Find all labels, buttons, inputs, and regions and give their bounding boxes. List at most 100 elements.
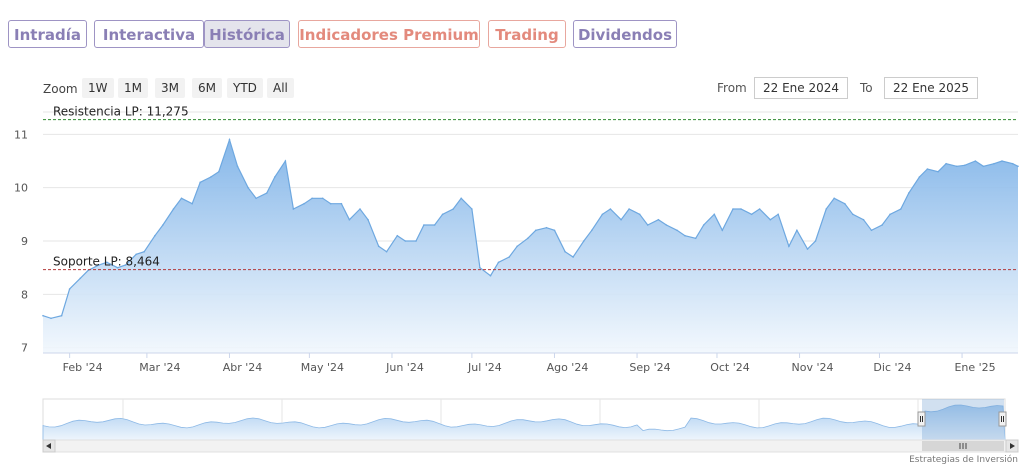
price-point xyxy=(135,253,137,256)
price-point xyxy=(945,162,947,165)
price-point xyxy=(908,192,910,194)
price-point xyxy=(553,229,556,232)
price-point xyxy=(769,218,772,221)
price-point xyxy=(620,218,622,221)
price-point xyxy=(535,229,537,232)
price-point xyxy=(377,245,380,248)
price-point xyxy=(750,213,753,216)
tab-dividendos[interactable]: Dividendos xyxy=(573,20,677,48)
resistance-label: Resistencia LP: 11,275 xyxy=(53,105,189,119)
x-tick-label: Nov '24 xyxy=(792,361,834,374)
price-point xyxy=(255,197,257,200)
zoom-button-6m[interactable]: 6M xyxy=(192,78,222,98)
price-point xyxy=(106,261,108,264)
navigator[interactable]: 2014 2016 2018 2020 2022 2024 xyxy=(42,398,1019,453)
price-point xyxy=(247,186,249,189)
price-point xyxy=(609,208,612,210)
x-tick-label: Ene '25 xyxy=(954,361,995,374)
tab-historica[interactable]: Histórica xyxy=(204,20,290,48)
from-label: From xyxy=(717,81,747,95)
price-point xyxy=(974,160,977,162)
price-point xyxy=(452,208,455,210)
arrow-left-icon[interactable] xyxy=(42,439,56,453)
navigator-year-label: 2024 xyxy=(922,426,950,439)
x-tick-label: Abr '24 xyxy=(223,361,263,374)
navigator-year-label: 2014 xyxy=(127,426,155,439)
price-point xyxy=(471,208,473,210)
tab-intradia[interactable]: Intradía xyxy=(8,20,87,48)
price-point xyxy=(628,208,630,210)
price-point xyxy=(79,277,82,280)
price-point xyxy=(732,208,734,210)
price-point xyxy=(292,208,295,210)
x-tick-label: Sep '24 xyxy=(629,361,670,374)
price-point xyxy=(311,197,313,200)
price-point xyxy=(433,224,436,226)
price-point xyxy=(900,208,902,210)
price-point xyxy=(702,224,705,226)
price-point xyxy=(489,274,492,277)
tab-trading[interactable]: Trading xyxy=(488,20,566,48)
price-point xyxy=(1001,160,1003,162)
price-point xyxy=(423,224,425,226)
to-label: To xyxy=(860,81,873,95)
price-point xyxy=(236,165,239,168)
price-point xyxy=(601,213,604,216)
x-tick-label: Feb '24 xyxy=(63,361,103,374)
price-point xyxy=(321,197,324,200)
zoom-button-all[interactable]: All xyxy=(267,78,294,98)
price-point xyxy=(918,176,921,178)
price-point xyxy=(42,314,44,317)
navigator-right-handle[interactable] xyxy=(998,411,1007,427)
price-area-fill xyxy=(43,139,1018,353)
price-point xyxy=(143,250,145,253)
price-point xyxy=(777,213,779,216)
y-tick-label: 7 xyxy=(21,342,28,355)
price-point xyxy=(1017,165,1019,168)
price-point xyxy=(348,218,351,221)
tab-indicadores-premium[interactable]: Indicadores Premium xyxy=(298,20,480,48)
price-point xyxy=(572,256,574,258)
x-tick-label: Jul '24 xyxy=(467,361,502,374)
zoom-button-1m[interactable]: 1M xyxy=(118,78,148,98)
price-point xyxy=(926,168,929,170)
y-tick-label: 9 xyxy=(21,235,28,248)
price-point xyxy=(516,245,518,248)
price-point xyxy=(982,165,985,168)
price-point xyxy=(545,226,548,229)
price-point xyxy=(788,245,790,248)
price-point xyxy=(460,197,463,200)
zoom-button-ytd[interactable]: YTD xyxy=(227,78,263,98)
price-point xyxy=(180,197,183,200)
price-point xyxy=(218,170,220,173)
zoom-button-3m[interactable]: 3M xyxy=(155,78,185,98)
price-point xyxy=(172,208,175,210)
navigator-left-handle[interactable] xyxy=(917,411,926,427)
arrow-right-icon[interactable] xyxy=(1005,439,1019,453)
price-point xyxy=(657,218,660,221)
price-point xyxy=(862,218,865,221)
navigator-year-label: 2020 xyxy=(604,426,632,439)
price-point xyxy=(870,229,873,232)
price-point xyxy=(199,181,201,184)
tab-interactiva[interactable]: Interactiva xyxy=(94,20,204,48)
price-point xyxy=(881,224,883,226)
y-tick-label: 8 xyxy=(21,288,28,301)
to-date-input[interactable] xyxy=(884,77,978,99)
navigator-frame xyxy=(42,398,1006,441)
navigator-year-label: 2018 xyxy=(445,426,473,439)
price-point xyxy=(87,269,90,272)
scrollbar-track[interactable] xyxy=(42,439,1019,453)
scrollbar-thumb[interactable] xyxy=(922,441,1004,451)
price-point xyxy=(50,317,52,320)
price-point xyxy=(404,240,407,242)
from-date-input[interactable] xyxy=(754,77,848,99)
zoom-label: Zoom xyxy=(43,82,78,96)
price-point xyxy=(676,229,678,232)
zoom-button-1w[interactable]: 1W xyxy=(82,78,114,98)
price-point xyxy=(228,138,231,141)
x-tick-label: Dic '24 xyxy=(873,361,911,374)
price-point xyxy=(508,256,511,258)
price-point xyxy=(527,237,529,240)
